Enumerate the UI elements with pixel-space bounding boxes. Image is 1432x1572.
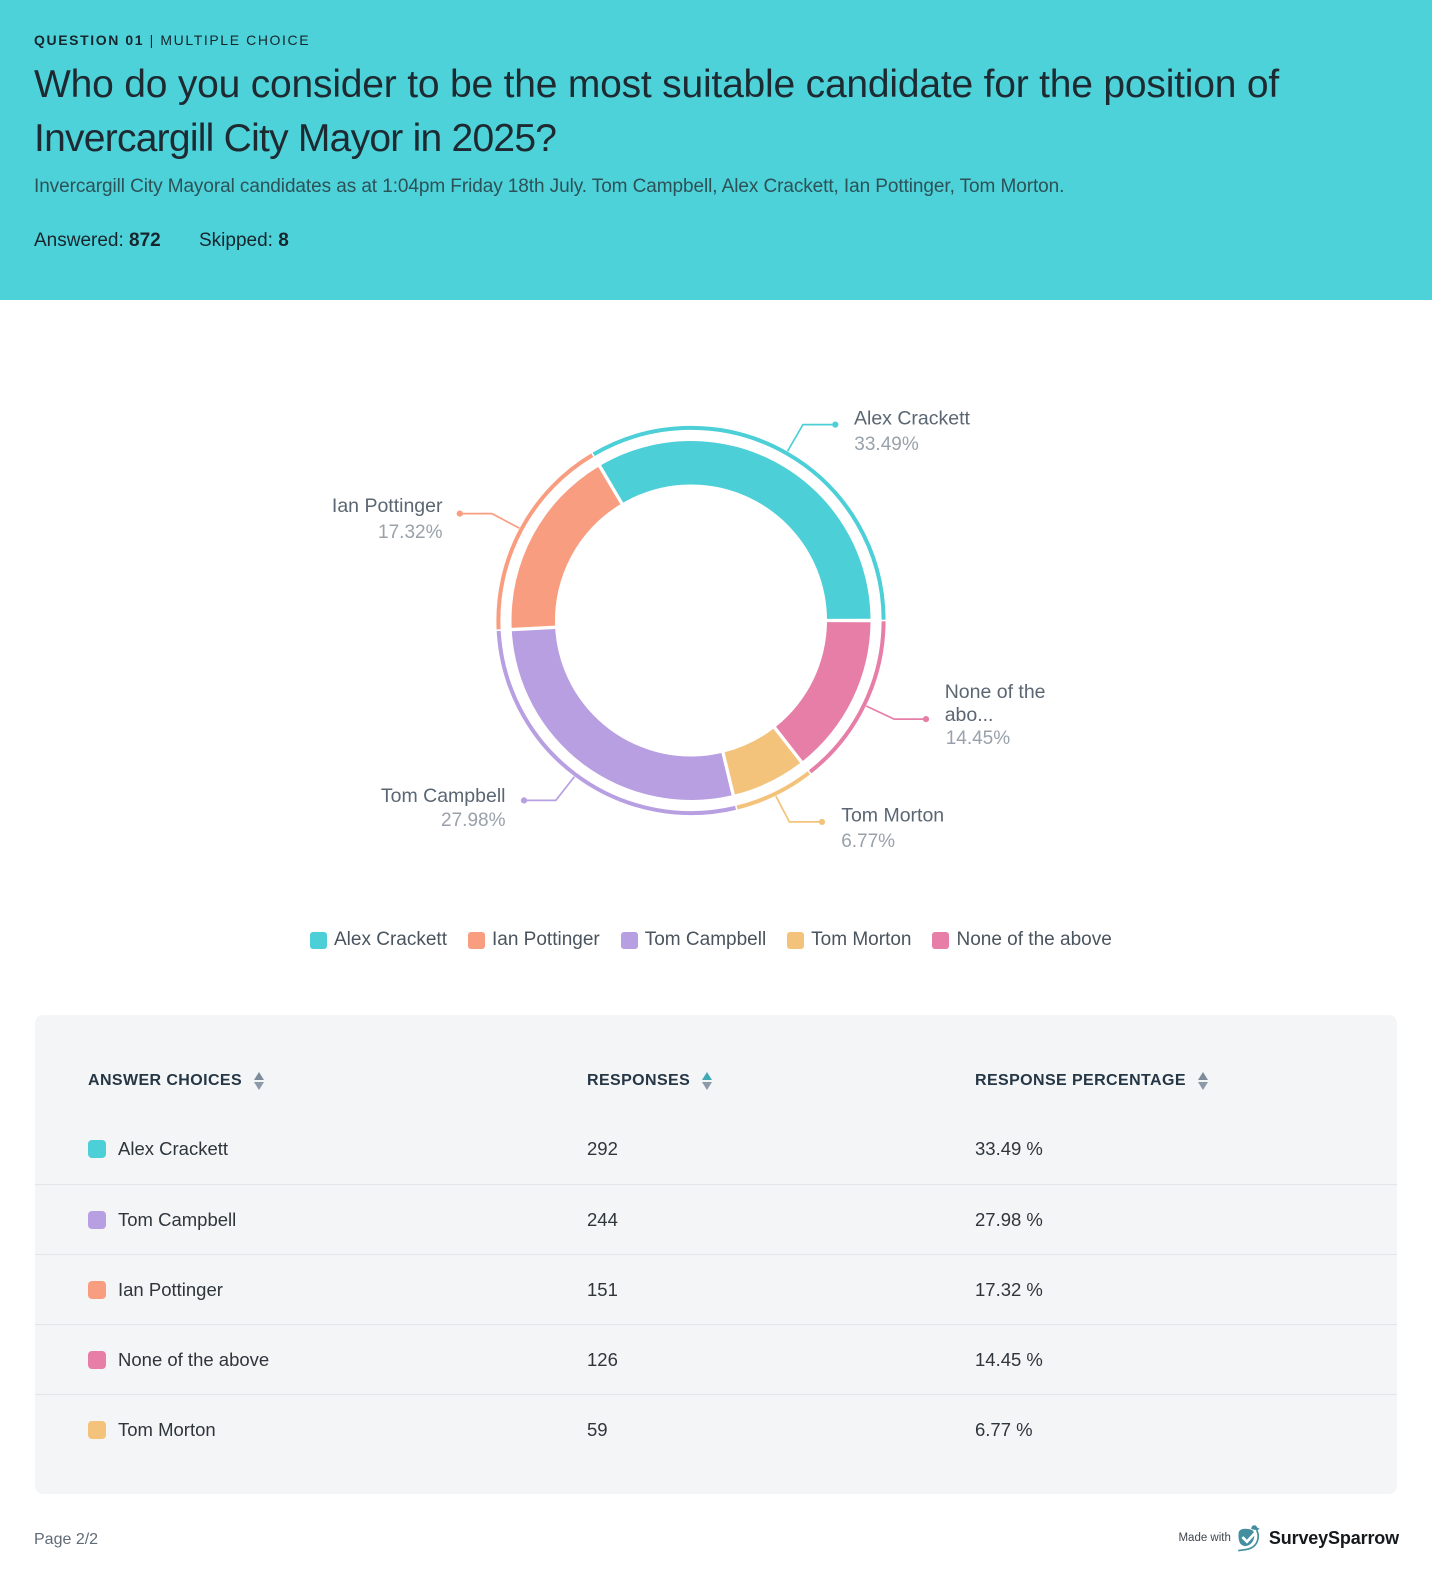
svg-text:14.45%: 14.45% <box>946 728 1011 749</box>
svg-text:Tom Morton: Tom Morton <box>841 805 944 827</box>
svg-text:6.77%: 6.77% <box>841 831 895 852</box>
svg-text:Alex Crackett: Alex Crackett <box>854 408 971 430</box>
svg-text:27.98%: 27.98% <box>441 810 506 831</box>
svg-text:Tom Campbell: Tom Campbell <box>381 785 506 807</box>
svg-text:abo...: abo... <box>945 704 994 726</box>
svg-text:Ian Pottinger: Ian Pottinger <box>332 495 443 517</box>
svg-text:33.49%: 33.49% <box>854 434 919 455</box>
svg-text:None of the: None of the <box>945 681 1046 703</box>
svg-text:17.32%: 17.32% <box>378 522 443 543</box>
